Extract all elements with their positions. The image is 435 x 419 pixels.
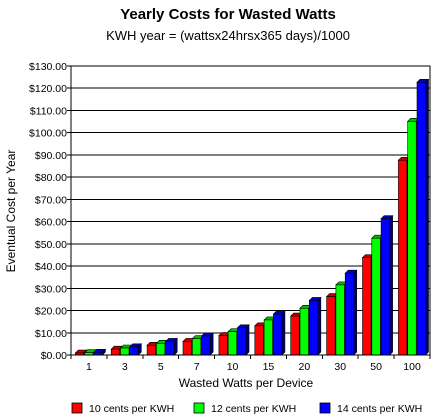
y-tick-label: $30.00 — [35, 283, 67, 295]
bar-front — [129, 346, 139, 356]
y-tick-label: $100.00 — [29, 128, 67, 140]
bar-14-cents-per-kwh-1 — [93, 348, 107, 356]
legend-swatch — [319, 402, 331, 414]
y-tick-label: $120.00 — [29, 83, 67, 95]
legend-label: 10 cents per KWH — [89, 403, 174, 415]
bar-14-cents-per-kwh-7 — [200, 332, 214, 356]
bar-front — [398, 159, 408, 356]
bar-side — [281, 310, 286, 356]
bar-front — [309, 300, 319, 356]
bar-front — [407, 121, 417, 356]
bar-14-cents-per-kwh-10 — [236, 324, 250, 356]
bar-front — [192, 338, 202, 356]
legend-item: 10 cents per KWH — [71, 402, 174, 415]
bar-14-cents-per-kwh-30 — [344, 269, 358, 356]
bar-14-cents-per-kwh-15 — [272, 310, 286, 356]
bar-side — [209, 332, 214, 356]
x-tick-label: 7 — [194, 361, 200, 373]
y-tick-label: $130.00 — [29, 61, 67, 73]
bar-side — [317, 296, 322, 356]
bar-14-cents-per-kwh-3 — [129, 343, 143, 356]
x-tick-label: 3 — [122, 361, 128, 373]
bar-front — [156, 343, 166, 356]
x-tick-label: 15 — [263, 361, 275, 373]
bar-front — [120, 347, 130, 356]
x-tick-label: 20 — [299, 361, 311, 373]
bar-14-cents-per-kwh-100 — [416, 78, 430, 356]
y-tick-label: $60.00 — [35, 217, 67, 229]
bar-front — [146, 344, 156, 356]
y-tick-label: $20.00 — [35, 306, 67, 318]
bar-side — [353, 269, 358, 356]
y-tick-label: $0.00 — [41, 350, 67, 362]
y-tick-label: $80.00 — [35, 172, 67, 184]
y-axis-title: Eventual Cost per Year — [4, 150, 18, 273]
x-tick-label: 5 — [158, 361, 164, 373]
bar-side — [389, 214, 393, 356]
x-axis-title: Wasted Watts per Device — [179, 376, 314, 390]
bar-front — [290, 315, 300, 356]
x-tick-label: 100 — [403, 361, 421, 373]
bar-front — [263, 319, 273, 356]
bar-front — [362, 257, 372, 356]
bar-front — [273, 313, 283, 356]
bar-14-cents-per-kwh-5 — [164, 337, 178, 356]
x-tick-label: 50 — [370, 361, 382, 373]
bar-front — [335, 284, 345, 356]
bar-14-cents-per-kwh-20 — [308, 296, 322, 356]
legend-item: 14 cents per KWH — [319, 402, 422, 415]
y-tick-label: $10.00 — [35, 328, 67, 340]
bar-front — [326, 296, 336, 356]
y-tick-label: $110.00 — [30, 105, 67, 117]
y-tick-label: $40.00 — [35, 261, 67, 273]
bar-front — [227, 331, 238, 356]
legend-item: 12 cents per KWH — [193, 402, 296, 415]
x-tick-label: 10 — [227, 361, 239, 373]
bar-front — [110, 348, 121, 356]
x-tick-label: 1 — [86, 361, 92, 373]
y-tick-label: $70.00 — [35, 194, 67, 206]
bar-14-cents-per-kwh-50 — [380, 214, 394, 356]
legend-label: 12 cents per KWH — [211, 403, 296, 415]
bar-side — [425, 78, 429, 356]
bar-front — [165, 341, 175, 356]
y-tick-label: $50.00 — [35, 239, 67, 251]
x-tick-label: 30 — [334, 361, 346, 373]
bar-front — [380, 218, 390, 356]
bar-front — [237, 327, 247, 356]
chart-title: Yearly Costs for Wasted Watts — [120, 6, 336, 23]
bar-front — [344, 272, 355, 356]
bar-front — [371, 237, 381, 356]
legend-label: 14 cents per KWH — [337, 403, 422, 415]
legend-swatch — [193, 402, 205, 414]
bar-front — [201, 335, 211, 356]
legend-swatch — [71, 402, 83, 414]
bar-front — [416, 82, 426, 356]
bar-side — [245, 324, 250, 356]
bar-front — [299, 307, 309, 356]
y-tick-label: $90.00 — [35, 150, 67, 162]
chart-subtitle: KWH year = (wattsx24hrsx365 days)/1000 — [106, 28, 350, 43]
bar-front — [182, 341, 192, 356]
bar-front — [218, 335, 228, 356]
bar-front — [254, 325, 264, 356]
